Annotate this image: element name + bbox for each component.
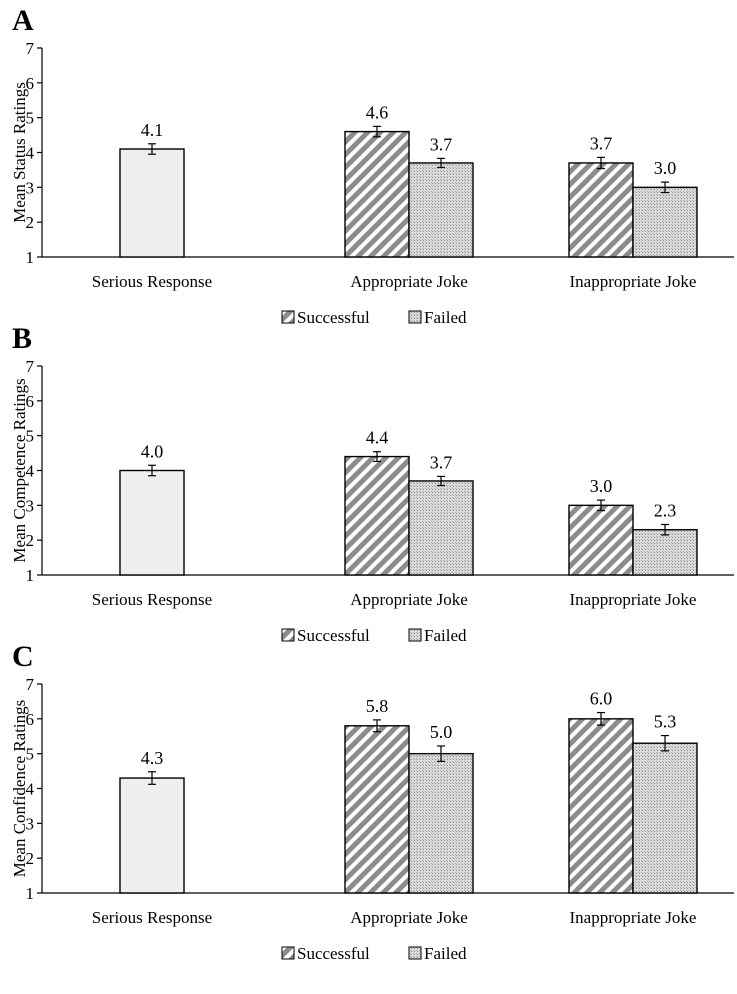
bar-failed [632,529,698,576]
y-axis-label: Mean Confidence Ratings [10,700,29,878]
y-tick-label: 1 [26,884,35,903]
data-label: 4.0 [141,441,164,461]
chart-panel-a: A 1 2 3 4 5 6 7 Mean Status Ratings Serious Respo… [10,4,734,327]
bar-successful [568,162,634,258]
legend: Successful Failed [281,944,467,963]
legend-label-successful: Successful [297,308,370,327]
chart-panel-c: C 1 2 3 4 5 6 7 Mean Confidence Ratings Serious R… [10,640,734,963]
y-axis-label: Mean Competence Ratings [10,378,29,562]
data-label: 4.4 [366,428,389,448]
category-label: Inappropriate Joke [570,908,697,927]
bar-successful [344,455,410,576]
y-tick-label: 5 [26,109,35,128]
y-tick-label: 6 [26,392,35,411]
data-label: 5.0 [430,722,453,742]
y-tick-label: 7 [26,39,35,58]
category-label: Inappropriate Joke [570,272,697,291]
category-label: Serious Response [92,908,212,927]
legend-swatch-failed [408,310,422,324]
data-label: 4.1 [141,120,164,140]
y-tick-label: 4 [26,144,35,163]
category-label: Appropriate Joke [350,590,468,609]
category-label: Serious Response [92,590,212,609]
bar-failed [408,162,474,258]
category-label: Serious Response [92,272,212,291]
data-label: 4.6 [366,102,389,122]
chart-panel-b: B 1 2 3 4 5 6 7 Mean Competence Ratings Serious R… [10,322,734,645]
y-tick-label: 3 [26,496,35,515]
y-tick-label: 4 [26,780,35,799]
y-tick-label: 7 [26,357,35,376]
data-label: 5.3 [654,712,677,732]
category-label: Inappropriate Joke [570,590,697,609]
panel-label: B [12,322,32,355]
bar-serious [119,148,185,258]
y-tick-label: 1 [26,566,35,585]
legend-label-failed: Failed [424,308,467,327]
data-label: 2.3 [654,500,677,520]
bar-failed [408,480,474,576]
y-tick-label: 7 [26,675,35,694]
bar-failed [632,742,698,894]
y-tick-label: 5 [26,427,35,446]
y-tick-label: 3 [26,814,35,833]
legend-label-failed: Failed [424,626,467,645]
bar-serious [119,469,185,576]
bar-failed [408,752,474,894]
legend-swatch-successful [281,310,295,324]
data-label: 3.0 [590,476,613,496]
bar-failed [632,186,698,258]
y-tick-label: 6 [26,710,35,729]
legend-swatch-failed [408,946,422,960]
y-tick-label: 1 [26,248,35,267]
panel-label: A [12,4,34,37]
bar-successful [568,504,634,576]
y-tick-label: 5 [26,745,35,764]
legend: Successful Failed [281,308,467,327]
data-label: 6.0 [590,689,613,709]
panel-label: C [12,640,34,673]
y-tick-label: 3 [26,178,35,197]
data-label: 3.7 [430,452,453,472]
category-label: Appropriate Joke [350,908,468,927]
y-tick-label: 6 [26,74,35,93]
bar-serious [119,777,185,894]
y-tick-label: 4 [26,462,35,481]
legend-label-failed: Failed [424,944,467,963]
data-label: 3.0 [654,158,677,178]
legend-label-successful: Successful [297,626,370,645]
data-label: 4.3 [141,748,164,768]
data-label: 5.8 [366,696,389,716]
bar-successful [568,718,634,894]
legend-swatch-successful [281,946,295,960]
data-label: 3.7 [590,133,613,153]
legend: Successful Failed [281,626,467,645]
y-tick-label: 2 [26,531,35,550]
legend-label-successful: Successful [297,944,370,963]
data-label: 3.7 [430,134,453,154]
bar-successful [344,725,410,894]
legend-swatch-failed [408,628,422,642]
category-label: Appropriate Joke [350,272,468,291]
y-tick-label: 2 [26,849,35,868]
y-tick-label: 2 [26,213,35,232]
bar-successful [344,130,410,258]
legend-swatch-successful [281,628,295,642]
y-axis-label: Mean Status Ratings [10,82,29,223]
